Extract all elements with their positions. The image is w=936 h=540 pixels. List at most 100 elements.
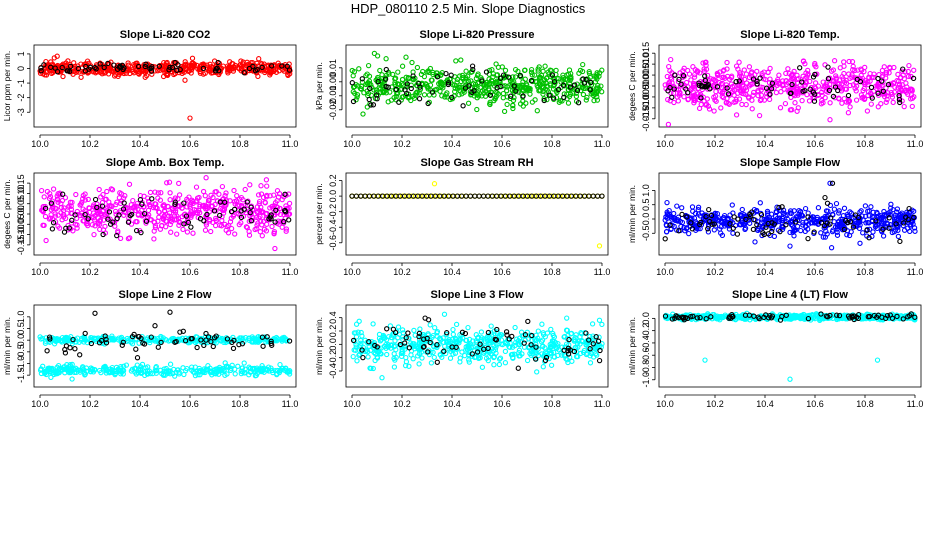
data-point (379, 375, 385, 381)
data-point (140, 66, 146, 73)
data-point (757, 97, 764, 104)
x-tick-label: 10.0 (31, 267, 49, 277)
data-point (756, 112, 763, 119)
data-point (813, 64, 819, 70)
data-point (284, 63, 290, 69)
series-flagged (44, 309, 293, 361)
data-point (839, 74, 845, 80)
data-point (167, 190, 173, 196)
data-point (434, 359, 440, 365)
data-point (596, 357, 603, 364)
chart-title: Slope Amb. Box Temp. (106, 157, 225, 169)
series-all (662, 180, 918, 251)
x-tick-label: 10.4 (756, 267, 774, 277)
data-point (862, 203, 869, 209)
data-point (788, 90, 794, 96)
x-tick-label: 10.6 (181, 139, 199, 149)
data-point (736, 96, 743, 102)
data-point (690, 81, 697, 87)
x-tick-label: 11.0 (594, 399, 611, 409)
x-tick-label: 10.2 (81, 139, 99, 149)
data-point (728, 81, 735, 87)
data-point (818, 230, 824, 236)
data-point (449, 94, 455, 101)
data-point (212, 222, 219, 229)
data-point (692, 71, 698, 78)
data-point (845, 92, 852, 99)
data-point (812, 60, 818, 67)
x-tick-label: 11.0 (907, 267, 924, 277)
data-point (237, 62, 243, 68)
data-point (120, 66, 126, 73)
data-point (686, 230, 692, 237)
data-point (587, 87, 593, 93)
data-point (441, 311, 448, 317)
data-point (665, 96, 671, 103)
data-point (568, 70, 574, 77)
data-point (853, 83, 860, 89)
data-point (683, 79, 690, 86)
x-tick-label: 10.0 (343, 399, 361, 409)
data-point (68, 63, 74, 70)
data-point (895, 233, 902, 240)
data-point (184, 62, 191, 68)
data-point (839, 86, 845, 92)
data-point (366, 73, 373, 79)
data-point (377, 67, 383, 74)
data-point (540, 91, 546, 97)
data-point (746, 95, 752, 101)
data-point (410, 73, 416, 79)
data-point (733, 99, 739, 105)
data-point (395, 324, 402, 330)
data-point (897, 89, 903, 96)
data-point (117, 235, 124, 242)
data-point (714, 84, 721, 90)
data-point (272, 245, 278, 252)
data-point (668, 56, 674, 63)
data-point (734, 231, 741, 237)
data-point (807, 86, 813, 92)
data-point (776, 72, 782, 78)
data-point (242, 186, 248, 193)
data-point (805, 235, 811, 242)
data-point (905, 68, 911, 75)
data-point (167, 309, 173, 315)
data-point (897, 238, 903, 245)
data-point (698, 95, 704, 101)
data-point (38, 65, 44, 71)
data-point (368, 102, 374, 108)
y-tick-label: 0.00 (16, 205, 26, 223)
data-point (466, 83, 472, 89)
data-point (901, 88, 908, 94)
data-point (493, 61, 499, 67)
data-point (392, 75, 399, 81)
plot-frame (345, 44, 609, 128)
data-point (38, 187, 45, 194)
data-point (177, 66, 183, 73)
data-point (235, 363, 241, 369)
data-point (786, 70, 792, 77)
data-point (710, 76, 717, 82)
data-point (452, 85, 458, 91)
data-point (116, 195, 123, 201)
data-point (794, 87, 800, 93)
data-point (591, 97, 597, 104)
data-point (754, 81, 760, 87)
data-point (189, 55, 196, 61)
data-point (754, 78, 760, 85)
data-point (207, 61, 213, 67)
data-point (115, 73, 121, 80)
data-point (750, 76, 757, 82)
x-tick-label: 10.4 (756, 139, 774, 149)
data-point (403, 54, 409, 60)
data-point (359, 76, 365, 82)
data-point (378, 78, 384, 85)
plot-frame (658, 44, 922, 128)
data-point (392, 87, 399, 93)
data-point (858, 72, 864, 79)
data-point (359, 79, 366, 85)
data-point (665, 88, 671, 94)
data-point (689, 93, 695, 100)
data-point (349, 193, 355, 199)
